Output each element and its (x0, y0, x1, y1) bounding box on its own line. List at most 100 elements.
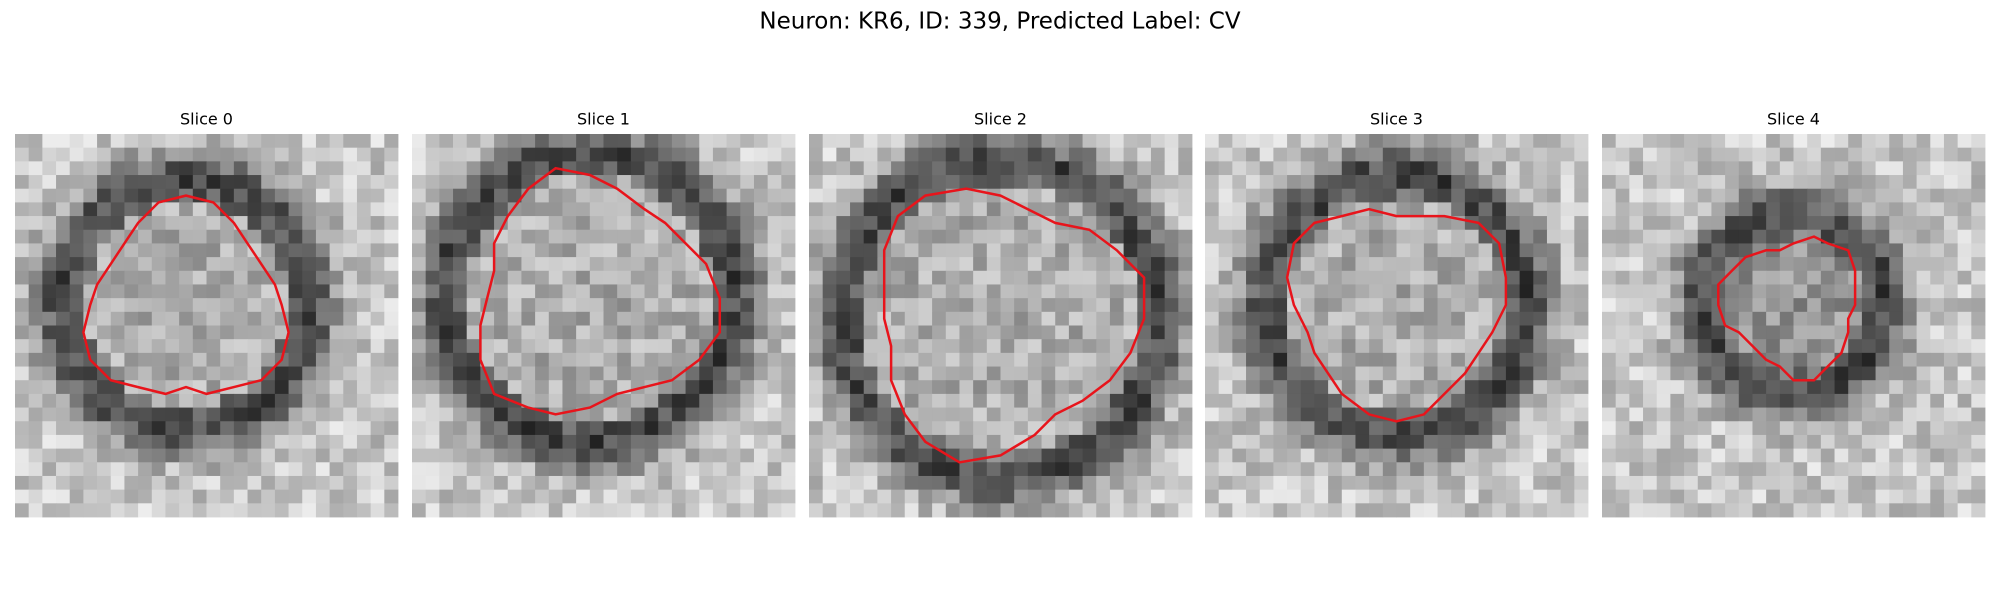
pixel (671, 339, 686, 354)
pixel (973, 339, 988, 354)
pixel (192, 448, 207, 463)
pixel (179, 475, 194, 491)
pixel (712, 462, 728, 477)
pixel (1178, 434, 1193, 450)
pixel (315, 462, 331, 477)
pixel (671, 352, 686, 367)
pixel (1082, 434, 1097, 450)
pixel (1259, 434, 1274, 450)
pixel (1684, 503, 1699, 518)
pixel (1328, 352, 1343, 367)
pixel (945, 421, 960, 436)
pixel (1287, 202, 1302, 217)
pixel (1096, 489, 1111, 504)
pixel (576, 243, 591, 258)
pixel (439, 393, 454, 408)
pixel (370, 407, 385, 422)
pixel (1232, 380, 1247, 395)
pixel (740, 462, 755, 477)
pixel (986, 311, 1001, 326)
pixel (1684, 352, 1699, 367)
pixel (1834, 216, 1849, 231)
pixel (1328, 175, 1343, 190)
pixel (1478, 366, 1493, 381)
pixel (1423, 216, 1438, 231)
pixel (1232, 175, 1247, 190)
pixel (1670, 298, 1685, 313)
pixel (1314, 503, 1329, 518)
pixel (1382, 175, 1397, 190)
pixel (165, 352, 180, 367)
pixel (466, 229, 481, 244)
pixel (1643, 489, 1658, 504)
pixel (986, 134, 1001, 149)
pixel (1205, 147, 1220, 162)
pixel (767, 175, 782, 190)
pixel (1533, 339, 1548, 354)
pixel (494, 380, 509, 395)
pixel (521, 134, 536, 149)
pixel (904, 257, 919, 272)
pixel (1314, 339, 1329, 354)
pixel (945, 489, 960, 504)
pixel (247, 229, 262, 244)
pixel (1697, 448, 1712, 463)
pixel (1546, 298, 1562, 313)
pixel (507, 448, 522, 463)
pixel (247, 393, 262, 408)
pixel (69, 380, 84, 395)
pixel (1150, 202, 1166, 217)
pixel (97, 393, 112, 408)
pixel (1793, 421, 1808, 436)
pixel (1643, 188, 1658, 203)
pixel (1820, 366, 1835, 381)
pixel (973, 175, 988, 190)
pixel (1314, 489, 1329, 504)
pixel (891, 325, 906, 340)
pixel (1014, 311, 1029, 326)
pixel (1738, 434, 1753, 450)
pixel (1725, 325, 1740, 340)
pixel (1287, 311, 1302, 326)
pixel (233, 175, 248, 190)
pixel (42, 434, 57, 450)
pixel (110, 284, 125, 299)
pixel (1574, 380, 1589, 395)
pixel (1205, 475, 1220, 491)
pixel (1109, 489, 1125, 504)
pixel (781, 270, 796, 285)
pixel (1711, 257, 1726, 272)
pixel (1643, 434, 1658, 450)
pixel (671, 298, 686, 313)
pixel (1082, 311, 1097, 326)
pixel (863, 462, 878, 477)
pixel (1684, 380, 1699, 395)
pixel (904, 325, 919, 340)
pixel (836, 475, 851, 491)
pixel (302, 325, 317, 340)
pixel (1629, 325, 1644, 340)
pixel (192, 175, 207, 190)
pixel (1068, 475, 1083, 491)
pixel (822, 352, 837, 367)
pixel (1218, 243, 1233, 258)
pixel (1232, 257, 1247, 272)
pixel (1902, 257, 1918, 272)
pixel (1205, 366, 1220, 381)
pixel (1492, 380, 1507, 395)
pixel (261, 503, 276, 518)
pixel (1533, 448, 1548, 463)
pixel (1000, 243, 1015, 258)
pixel (274, 434, 289, 450)
pixel (1027, 475, 1042, 491)
pixel (1505, 298, 1521, 313)
pixel (288, 202, 303, 217)
pixel (781, 462, 796, 477)
pixel (904, 503, 919, 518)
pixel (83, 147, 98, 162)
pixel (726, 175, 741, 190)
pixel (863, 366, 878, 381)
pixel (1807, 448, 1822, 463)
pixel (1560, 243, 1575, 258)
pixel (1615, 489, 1630, 504)
